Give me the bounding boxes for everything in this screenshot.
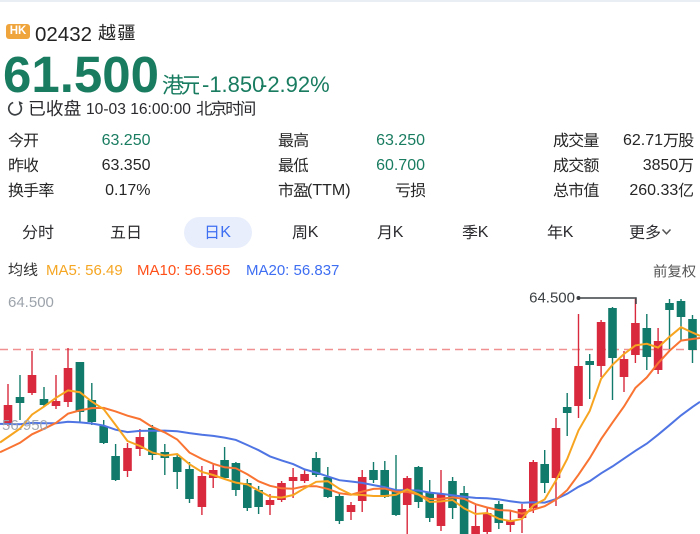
svg-text:64.500: 64.500 [8, 294, 54, 311]
svg-text:64.500: 64.500 [529, 290, 575, 307]
svg-text:56.950: 56.950 [2, 417, 48, 434]
